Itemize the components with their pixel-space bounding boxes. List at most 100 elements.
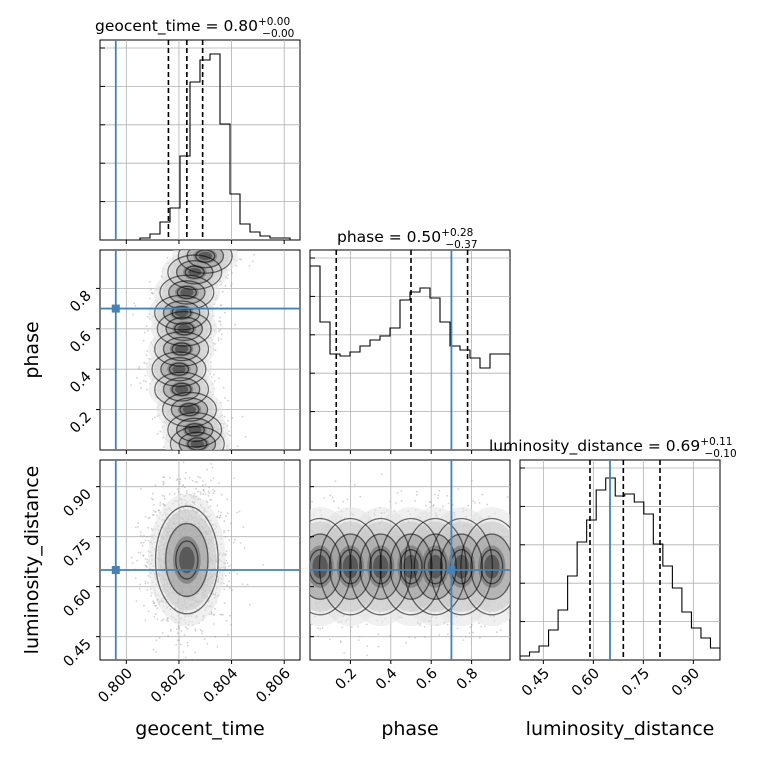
- sample-point: [167, 635, 170, 637]
- sample-point: [173, 492, 176, 495]
- sample-point: [225, 452, 227, 454]
- sample-point: [182, 651, 185, 653]
- sample-point: [161, 619, 163, 622]
- sample-point: [143, 604, 145, 607]
- contour-level-0: [167, 411, 223, 448]
- sample-point: [228, 587, 231, 590]
- sample-point: [177, 490, 180, 493]
- sample-point: [248, 265, 251, 267]
- sample-point: [230, 447, 233, 450]
- sample-point: [151, 291, 154, 294]
- sample-point: [209, 450, 211, 452]
- contour-level-2: [187, 437, 208, 450]
- sample-point: [184, 656, 187, 659]
- sample-point: [224, 311, 226, 314]
- sample-point: [199, 453, 201, 455]
- contour-level-1: [178, 431, 217, 450]
- sample-point: [516, 529, 518, 531]
- sample-point: [195, 457, 197, 459]
- sample-point: [225, 619, 228, 622]
- sample-point: [159, 453, 161, 455]
- sample-point: [195, 456, 197, 458]
- sample-point: [191, 479, 194, 482]
- title-luminosity-distance: luminosity_distance = 0.69+0.11 −0.10: [489, 436, 737, 460]
- sample-point: [231, 417, 234, 419]
- sample-point: [201, 461, 203, 463]
- sample-point: [196, 452, 198, 454]
- sample-point: [212, 238, 214, 240]
- sample-point: [233, 538, 236, 541]
- sample-point: [142, 339, 145, 342]
- sample-point: [135, 376, 138, 379]
- sample-point: [175, 643, 178, 646]
- sample-point: [341, 626, 344, 629]
- sample-point: [145, 388, 148, 391]
- sample-point: [220, 333, 223, 336]
- sample-point: [149, 535, 151, 538]
- panel-phase-hist: [309, 249, 511, 451]
- sample-point: [303, 561, 305, 563]
- sample-point: [212, 246, 214, 248]
- sample-point: [139, 534, 142, 537]
- sample-point: [211, 236, 213, 238]
- sample-point: [153, 503, 156, 506]
- sample-point: [227, 232, 229, 234]
- sample-point: [225, 515, 227, 517]
- sample-point: [160, 247, 162, 249]
- sample-point: [165, 619, 168, 622]
- sample-point: [214, 607, 217, 610]
- sample-point: [292, 542, 294, 544]
- sample-point: [133, 302, 136, 305]
- sample-point: [236, 572, 239, 575]
- sample-point: [303, 510, 305, 512]
- sample-point: [185, 462, 187, 464]
- sample-point: [230, 624, 232, 626]
- sample-point: [153, 601, 156, 604]
- sample-point: [525, 561, 527, 563]
- sample-point: [204, 493, 207, 495]
- sample-point: [185, 626, 187, 629]
- sample-point: [167, 620, 170, 622]
- sample-point: [206, 642, 209, 645]
- contour-level-1: [162, 300, 201, 325]
- sample-point: [162, 483, 165, 486]
- sample-point: [229, 522, 232, 525]
- sample-point: [152, 648, 155, 651]
- sample-point: [231, 589, 234, 592]
- sample-point: [216, 646, 219, 648]
- sample-point: [159, 504, 162, 506]
- sample-point: [176, 639, 179, 642]
- sample-point: [186, 244, 188, 246]
- sample-point: [206, 452, 208, 454]
- sample-point: [186, 490, 188, 492]
- sample-point: [230, 564, 233, 566]
- sample-point: [210, 612, 213, 614]
- sample-point: [246, 583, 249, 586]
- sample-point: [233, 452, 235, 454]
- sample-point: [152, 292, 154, 295]
- sample-point: [204, 245, 206, 247]
- sample-point: [203, 247, 205, 249]
- sample-point: [153, 602, 155, 605]
- sample-point: [163, 476, 165, 478]
- sample-point: [202, 493, 205, 496]
- sample-point: [217, 510, 220, 513]
- sample-point: [145, 380, 147, 383]
- sample-point: [239, 542, 242, 544]
- sample-point: [156, 514, 158, 517]
- sample-point: [218, 516, 221, 519]
- contour-level-1: [168, 280, 206, 305]
- contour-level-0: [154, 331, 210, 367]
- sample-point: [192, 452, 194, 454]
- sample-point: [202, 489, 205, 492]
- sample-point: [219, 329, 222, 331]
- title-geocent-time: geocent_time = 0.80+0.00 −0.00: [95, 16, 294, 40]
- sample-point: [206, 458, 208, 460]
- sample-point: [447, 633, 449, 636]
- sample-point: [210, 499, 213, 501]
- sample-point: [225, 560, 228, 562]
- sample-point: [300, 556, 302, 558]
- sample-point: [207, 490, 210, 493]
- xlabel-luminosity-distance: luminosity_distance: [526, 718, 715, 740]
- sample-point: [226, 584, 229, 587]
